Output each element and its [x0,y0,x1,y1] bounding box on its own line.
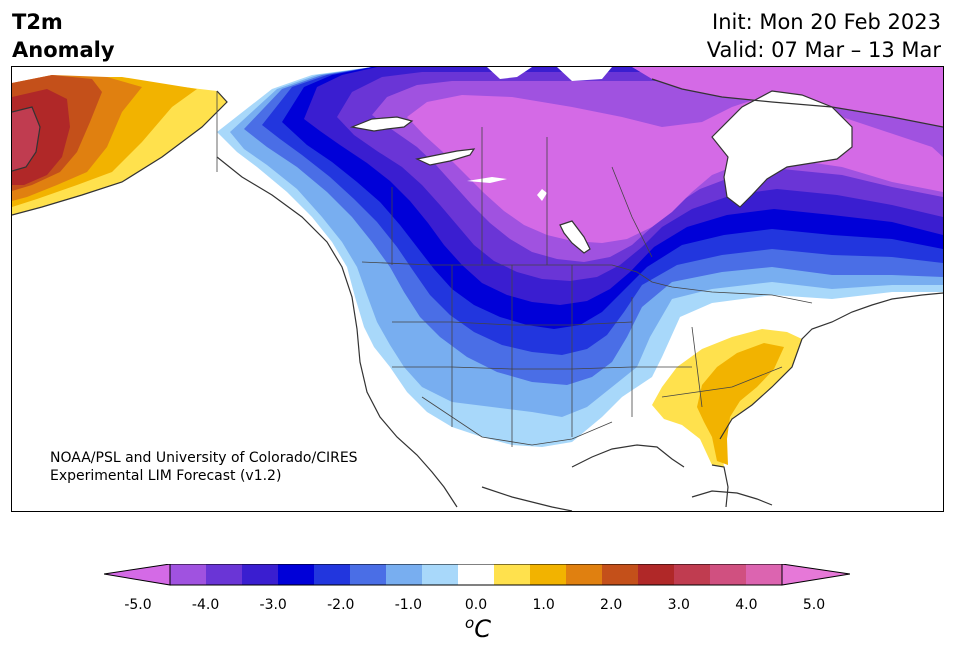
forecast-dates: Init: Mon 20 Feb 2023 Valid: 07 Mar – 13… [707,8,941,64]
credit-line-1: NOAA/PSL and University of Colorado/CIRE… [50,450,358,466]
colorbar-segment [242,564,279,585]
colorbar-tick-label: 2.0 [600,597,623,613]
colorbar-segment [710,564,747,585]
colorbar-right-arrow [781,564,850,586]
colorbar-tick-label: -5.0 [124,597,152,613]
arctic-water-2 [557,67,612,81]
map-title: T2m Anomaly [12,8,115,64]
colorbar-segment [494,564,531,585]
arctic-water-1 [487,67,532,79]
init-date: Init: Mon 20 Feb 2023 [712,10,941,34]
lake-great-slave [417,149,474,165]
colorbar-tick-label: -1.0 [394,597,423,613]
colorbar-tick-label: -2.0 [327,597,355,613]
pacific-ocean [12,177,457,511]
title-line-1: T2m [12,10,63,34]
credit-line-2: Experimental LIM Forecast (v1.2) [50,468,282,484]
colorbar-segment [206,564,243,585]
alaska-warm-crimson [12,107,40,171]
lake-athabasca [467,177,507,183]
lake-winnipegosis [537,189,547,201]
gulf-of-mexico [572,439,717,511]
colorbar-tick-label: 4.0 [735,597,758,613]
colorbar-tick-label: -4.0 [191,597,220,613]
colorbar-tick-label: 1.0 [532,597,555,613]
title-line-2: Anomaly [12,38,115,62]
colorbar-segment [638,564,675,585]
colorbar-segment [458,564,495,585]
hudson-bay [712,91,852,207]
lake-winnipeg [560,221,590,253]
colorbar-left-arrow [104,564,171,586]
colorbar-segment [170,564,207,585]
colorbar-segment [386,564,423,585]
atlantic-ocean [732,297,943,511]
map-svg [12,67,943,511]
colorbar-segment [674,564,711,585]
colorbar-unit: oC [465,614,491,643]
colorbar-tick-label: 0.0 [464,597,488,613]
southeast-warm-gold [697,343,784,465]
colorbar-segment [566,564,603,585]
colorbar-segment [602,564,639,585]
unit-degree: o [465,614,475,632]
colorbar-segment [314,564,351,585]
colorbar-segment [422,564,459,585]
valid-range: Valid: 07 Mar – 13 Mar [706,38,941,62]
colorbar-segment [350,564,387,585]
colorbar-segment [530,564,567,585]
anomaly-map: NOAA/PSL and University of Colorado/CIRE… [11,66,944,512]
colorbar-tick-label: 3.0 [667,597,690,613]
colorbar-segment [746,564,783,585]
borders [216,91,813,447]
credit-text: NOAA/PSL and University of Colorado/CIRE… [50,449,358,485]
colorbar [104,564,850,586]
colorbar-segments [169,564,783,586]
colorbar-segment [278,564,315,585]
colorbar-tick-label: 5.0 [802,597,826,613]
unit-letter: C [474,615,491,643]
colorbar-tick-label: -3.0 [259,597,287,613]
coastlines [12,78,943,511]
